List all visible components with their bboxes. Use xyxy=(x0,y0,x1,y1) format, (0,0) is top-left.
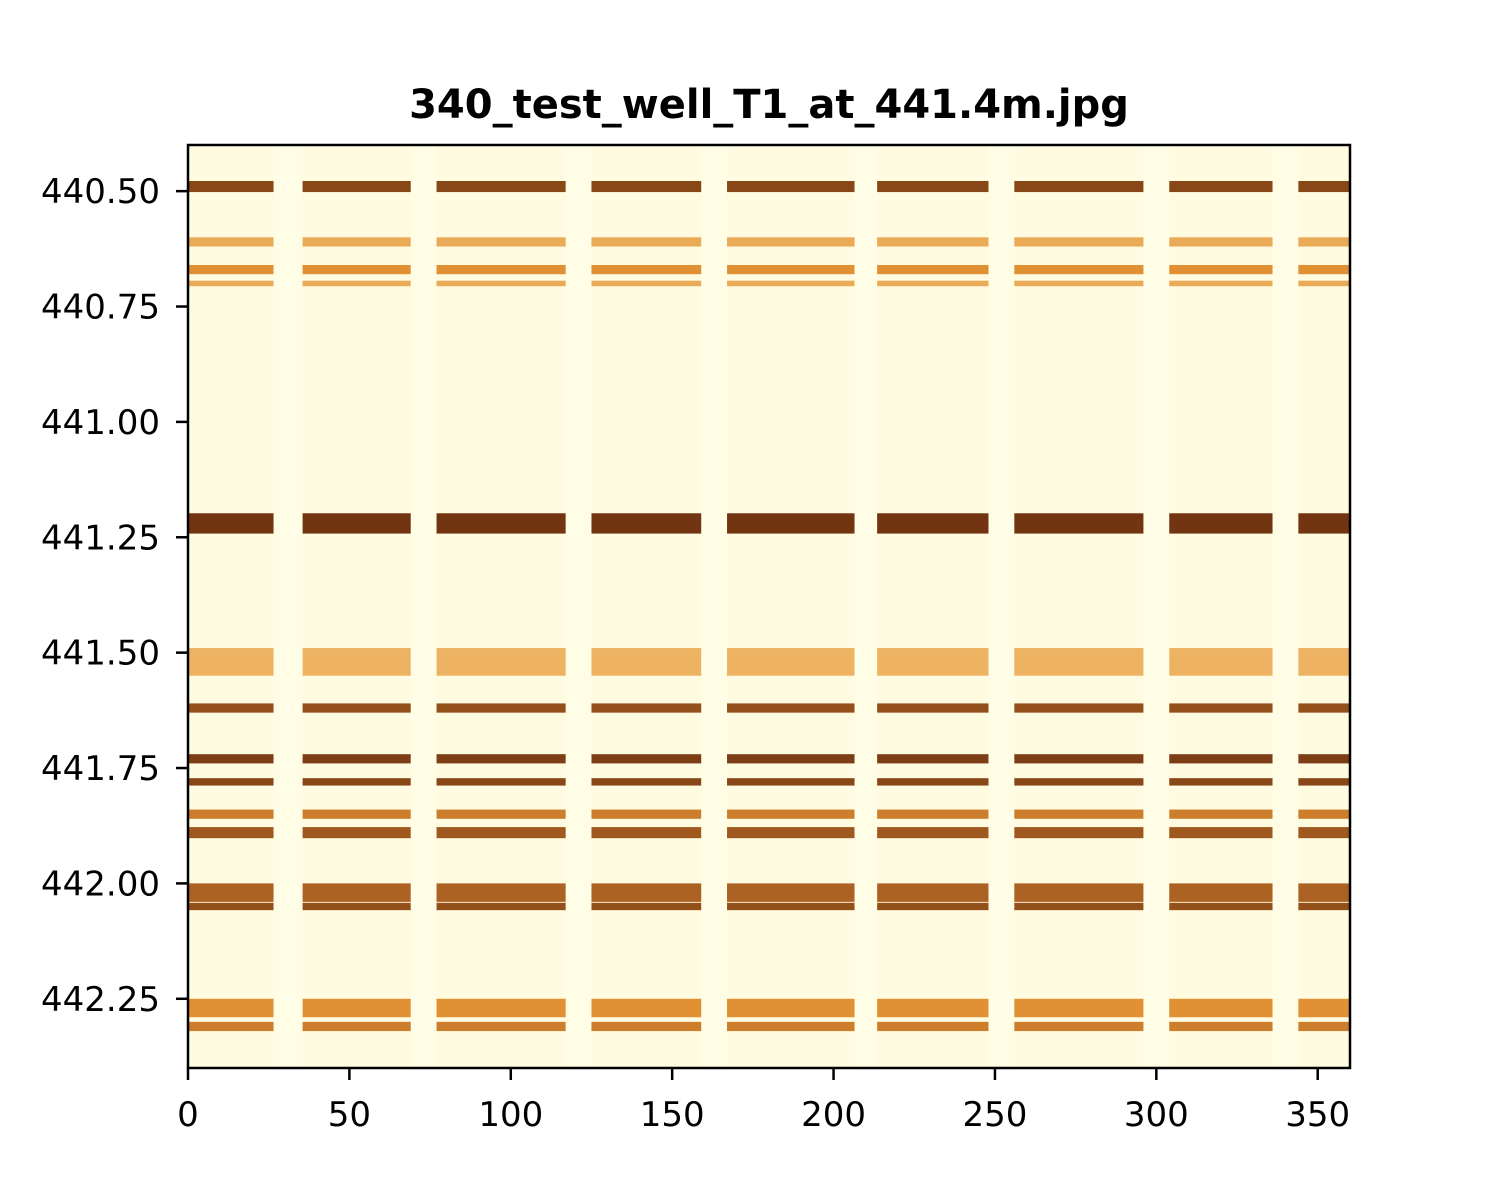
heatmap-band-4 xyxy=(188,513,1350,534)
x-tick-label-1: 50 xyxy=(328,1095,371,1135)
y-tick-label-1: 440.75 xyxy=(41,288,160,328)
y-tick-label-2: 441.00 xyxy=(41,403,160,443)
heatmap-band-6 xyxy=(188,703,1350,713)
x-tick-label-0: 0 xyxy=(177,1095,199,1135)
heatmap-band-7 xyxy=(188,754,1350,764)
heatmap-band-2 xyxy=(188,264,1350,275)
x-tick-label-6: 300 xyxy=(1124,1095,1189,1135)
image-gap-4 xyxy=(854,145,878,1068)
image-gap-5 xyxy=(988,145,1015,1068)
plot-area xyxy=(188,145,1350,1068)
y-tick-label-5: 441.75 xyxy=(41,749,160,789)
x-axis: 0 50 100 150 200 250 300 350 xyxy=(177,1068,1350,1135)
x-tick-label-4: 200 xyxy=(801,1095,866,1135)
y-tick-label-3: 441.25 xyxy=(41,518,160,558)
heatmap-band-10 xyxy=(188,827,1350,839)
y-axis: 440.50 440.75 441.00 441.25 441.50 441.75 442.… xyxy=(41,172,188,1020)
y-tick-label-7: 442.25 xyxy=(41,980,160,1020)
chart-title: 340_test_well_T1_at_441.4m.jpg xyxy=(409,82,1129,128)
image-gap-7 xyxy=(1272,145,1299,1068)
heatmap-band-0 xyxy=(188,180,1350,193)
x-tick-label-2: 100 xyxy=(478,1095,543,1135)
y-tick-label-6: 442.00 xyxy=(41,864,160,904)
image-gap-6 xyxy=(1143,145,1170,1068)
y-tick-label-4: 441.50 xyxy=(41,634,160,674)
heatmap-band-8 xyxy=(188,778,1350,786)
heatmap-band-1 xyxy=(188,237,1350,247)
heatmap-band-14 xyxy=(188,1021,1350,1032)
x-tick-label-7: 350 xyxy=(1285,1095,1350,1135)
heatmap-band-9 xyxy=(188,809,1350,819)
heatmap-band-12 xyxy=(188,902,1350,911)
heatmap-band-5 xyxy=(188,648,1350,676)
image-gap-0 xyxy=(273,145,303,1068)
x-tick-label-5: 250 xyxy=(962,1095,1027,1135)
x-tick-label-3: 150 xyxy=(640,1095,705,1135)
heatmap-bands xyxy=(188,180,1350,1032)
heatmap-band-13 xyxy=(188,998,1350,1018)
image-gap-3 xyxy=(701,145,728,1068)
image-gap-2 xyxy=(565,145,592,1068)
image-gaps xyxy=(273,145,1299,1068)
heatmap-band-3 xyxy=(188,280,1350,287)
plot-frame xyxy=(186,143,1352,1070)
y-tick-label-0: 440.50 xyxy=(41,172,160,212)
heatmap-band-11 xyxy=(188,883,1350,902)
image-gap-1 xyxy=(410,145,437,1068)
